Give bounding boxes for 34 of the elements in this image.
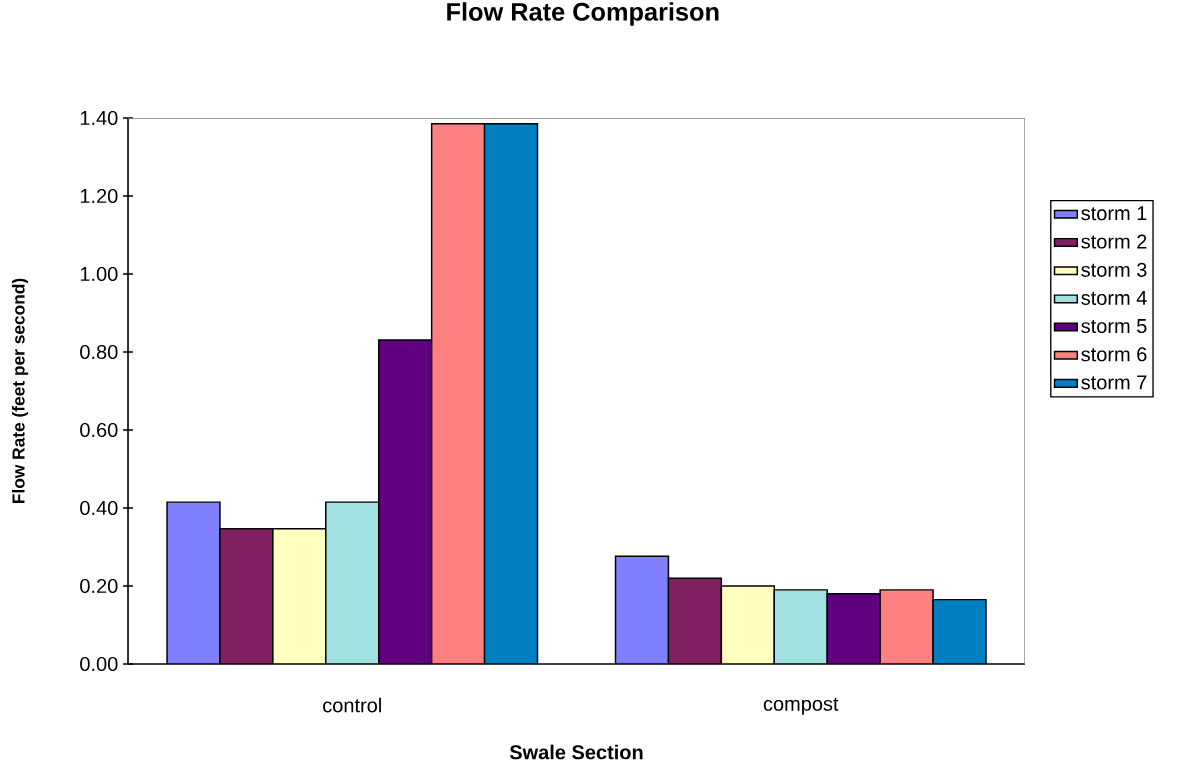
legend-label: storm 2	[1081, 234, 1147, 249]
y-tick-label: 0.80	[80, 344, 118, 360]
legend-label: storm 3	[1081, 262, 1147, 277]
bar	[272, 528, 326, 664]
bar	[219, 528, 273, 664]
bar	[167, 502, 220, 664]
y-axis-title: Flow Rate (feet per second)	[11, 278, 29, 503]
bar	[720, 585, 776, 664]
bar	[932, 598, 987, 664]
x-axis-title: Swale Section	[509, 744, 643, 760]
bar	[879, 589, 934, 664]
y-tick-label: 0.20	[80, 578, 118, 594]
bar	[667, 577, 723, 664]
bar	[484, 123, 538, 664]
y-tick-label: 1.20	[80, 188, 118, 204]
legend-label: storm 7	[1081, 375, 1147, 390]
y-tick-label: 0.00	[80, 656, 118, 672]
legend-label: storm 5	[1081, 319, 1147, 334]
y-tick-label: 0.60	[80, 422, 118, 438]
bar	[614, 555, 670, 664]
bar	[826, 593, 881, 664]
bar	[431, 123, 485, 664]
y-tick-label: 1.40	[80, 110, 118, 126]
y-tick-label: 0.40	[80, 500, 118, 516]
bar	[378, 339, 432, 664]
chart-title: Flow Rate Comparison	[447, 2, 719, 26]
y-tick-label: 1.00	[80, 266, 118, 282]
legend-label: storm 4	[1081, 291, 1147, 305]
legend-label: storm 6	[1081, 347, 1147, 362]
bar	[773, 589, 828, 664]
bar	[325, 502, 379, 664]
x-tick-label: control	[323, 697, 381, 713]
legend-label: storm 1	[1081, 206, 1147, 221]
x-tick-label: compost	[763, 697, 839, 715]
